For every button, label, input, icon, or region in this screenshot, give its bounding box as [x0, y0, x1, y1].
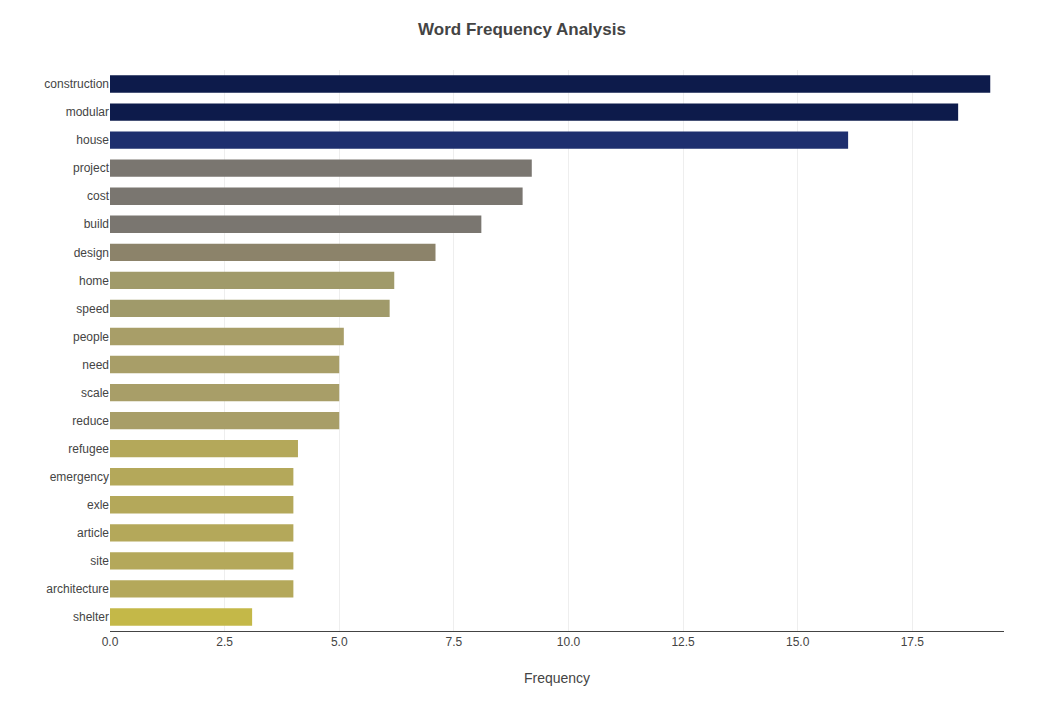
svg-text:0.0: 0.0 [102, 635, 119, 649]
svg-text:need: need [82, 358, 109, 372]
svg-text:speed: speed [76, 302, 109, 316]
svg-text:7.5: 7.5 [446, 635, 463, 649]
svg-text:Word Frequency Analysis: Word Frequency Analysis [418, 20, 626, 39]
svg-text:home: home [79, 274, 109, 288]
svg-text:article: article [77, 526, 109, 540]
svg-text:modular: modular [66, 105, 109, 119]
svg-text:12.5: 12.5 [671, 635, 695, 649]
svg-text:construction: construction [44, 77, 109, 91]
svg-text:15.0: 15.0 [786, 635, 810, 649]
svg-text:reduce: reduce [72, 414, 109, 428]
svg-text:architecture: architecture [46, 582, 109, 596]
svg-text:2.5: 2.5 [216, 635, 233, 649]
svg-text:5.0: 5.0 [331, 635, 348, 649]
svg-text:emergency: emergency [50, 470, 109, 484]
svg-text:cost: cost [87, 189, 110, 203]
svg-text:exle: exle [87, 498, 109, 512]
svg-text:project: project [73, 161, 110, 175]
svg-text:shelter: shelter [73, 610, 109, 624]
svg-text:scale: scale [81, 386, 109, 400]
svg-text:people: people [73, 330, 109, 344]
svg-text:design: design [74, 246, 109, 260]
svg-text:17.5: 17.5 [901, 635, 925, 649]
svg-text:Frequency: Frequency [524, 670, 590, 686]
svg-text:build: build [84, 217, 109, 231]
svg-text:site: site [90, 554, 109, 568]
svg-text:10.0: 10.0 [557, 635, 581, 649]
svg-text:refugee: refugee [68, 442, 109, 456]
svg-text:house: house [76, 133, 109, 147]
